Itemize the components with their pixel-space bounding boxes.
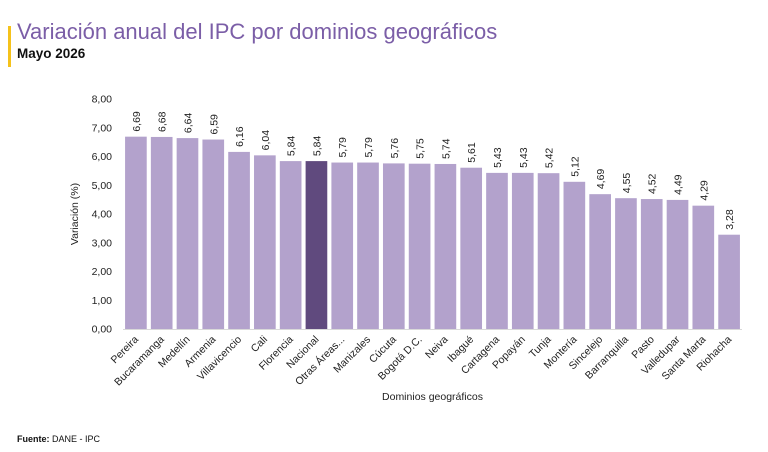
y-tick-label: 8,00 xyxy=(92,94,113,106)
data-label: 5,12 xyxy=(569,156,581,177)
chart-title: Variación anual del IPC por dominios geo… xyxy=(17,19,498,44)
data-label: 6,68 xyxy=(157,111,169,132)
data-label: 5,43 xyxy=(518,147,530,168)
bar-7 xyxy=(305,161,328,329)
bar-20 xyxy=(640,199,663,329)
bar-4 xyxy=(228,151,250,329)
bar-17 xyxy=(563,181,586,329)
y-axis-ticks: 0,00 1,00 2,00 3,00 4,00 5,00 6,00 7,00 8,00 xyxy=(92,94,113,336)
source-label: Fuente: xyxy=(17,434,50,444)
data-label: 4,52 xyxy=(647,173,659,194)
bar-22 xyxy=(692,205,715,329)
source-text: DANE - IPC xyxy=(52,434,101,444)
data-label: 6,59 xyxy=(208,114,220,135)
chart-subtitle: Mayo 2026 xyxy=(17,46,86,61)
x-axis-tick-labels: PereiraBucaramangaMedellínArmeniaVillavi… xyxy=(109,333,735,388)
y-tick-label: 2,00 xyxy=(92,266,113,278)
bar-9 xyxy=(357,162,379,329)
bar-5 xyxy=(254,155,276,329)
y-tick-label: 0,00 xyxy=(92,324,113,336)
data-labels: 6,69 6,68 6,64 6,59 6,16 6,04 5,84 5,84 5,79 5,79… xyxy=(131,111,736,230)
data-label: 6,69 xyxy=(131,111,143,132)
y-tick-label: 5,00 xyxy=(92,180,113,192)
data-label: 5,75 xyxy=(415,138,427,159)
data-label: 5,84 xyxy=(286,136,298,157)
data-label: 4,55 xyxy=(621,173,633,194)
bar-3 xyxy=(202,139,225,329)
data-label: 6,16 xyxy=(234,126,246,147)
data-label: 5,84 xyxy=(311,136,323,157)
bar-16 xyxy=(537,173,560,329)
bar-1 xyxy=(150,136,173,329)
data-label: 5,74 xyxy=(440,138,452,159)
bar-15 xyxy=(511,172,534,329)
bar-2 xyxy=(176,138,199,329)
bar-0 xyxy=(125,136,147,329)
bar-21 xyxy=(666,199,689,329)
data-label: 6,64 xyxy=(182,113,194,134)
y-tick-label: 3,00 xyxy=(92,237,113,249)
bars xyxy=(125,136,740,329)
bar-12 xyxy=(434,163,457,329)
x-axis-title: Dominios geográficos xyxy=(382,391,483,403)
y-axis-title: Variación (%) xyxy=(69,183,81,245)
data-label: 3,28 xyxy=(724,209,736,230)
x-tick-label: Cali xyxy=(249,334,270,355)
title-accent-bar xyxy=(8,26,11,67)
bar-19 xyxy=(615,198,637,329)
data-label: 5,79 xyxy=(337,137,349,158)
data-label: 5,42 xyxy=(544,148,556,169)
y-tick-label: 1,00 xyxy=(92,295,113,307)
data-label: 5,76 xyxy=(389,138,401,159)
bar-8 xyxy=(331,162,354,329)
data-label: 4,29 xyxy=(698,180,710,201)
bar-14 xyxy=(486,172,508,329)
data-label: 5,61 xyxy=(466,142,478,163)
y-tick-label: 7,00 xyxy=(92,122,113,134)
data-label: 6,04 xyxy=(260,130,272,151)
bar-23 xyxy=(718,234,740,329)
y-tick-label: 6,00 xyxy=(92,151,113,163)
bar-11 xyxy=(408,163,431,329)
bar-10 xyxy=(382,163,405,329)
data-label: 4,49 xyxy=(673,174,685,195)
y-tick-label: 4,00 xyxy=(92,209,113,221)
data-label: 4,69 xyxy=(595,169,607,190)
bar-13 xyxy=(460,167,483,329)
bar-18 xyxy=(589,194,611,329)
bar-6 xyxy=(279,161,302,329)
data-label: 5,79 xyxy=(363,137,375,158)
source-note: Fuente: DANE - IPC xyxy=(17,434,100,444)
data-label: 5,43 xyxy=(492,147,504,168)
